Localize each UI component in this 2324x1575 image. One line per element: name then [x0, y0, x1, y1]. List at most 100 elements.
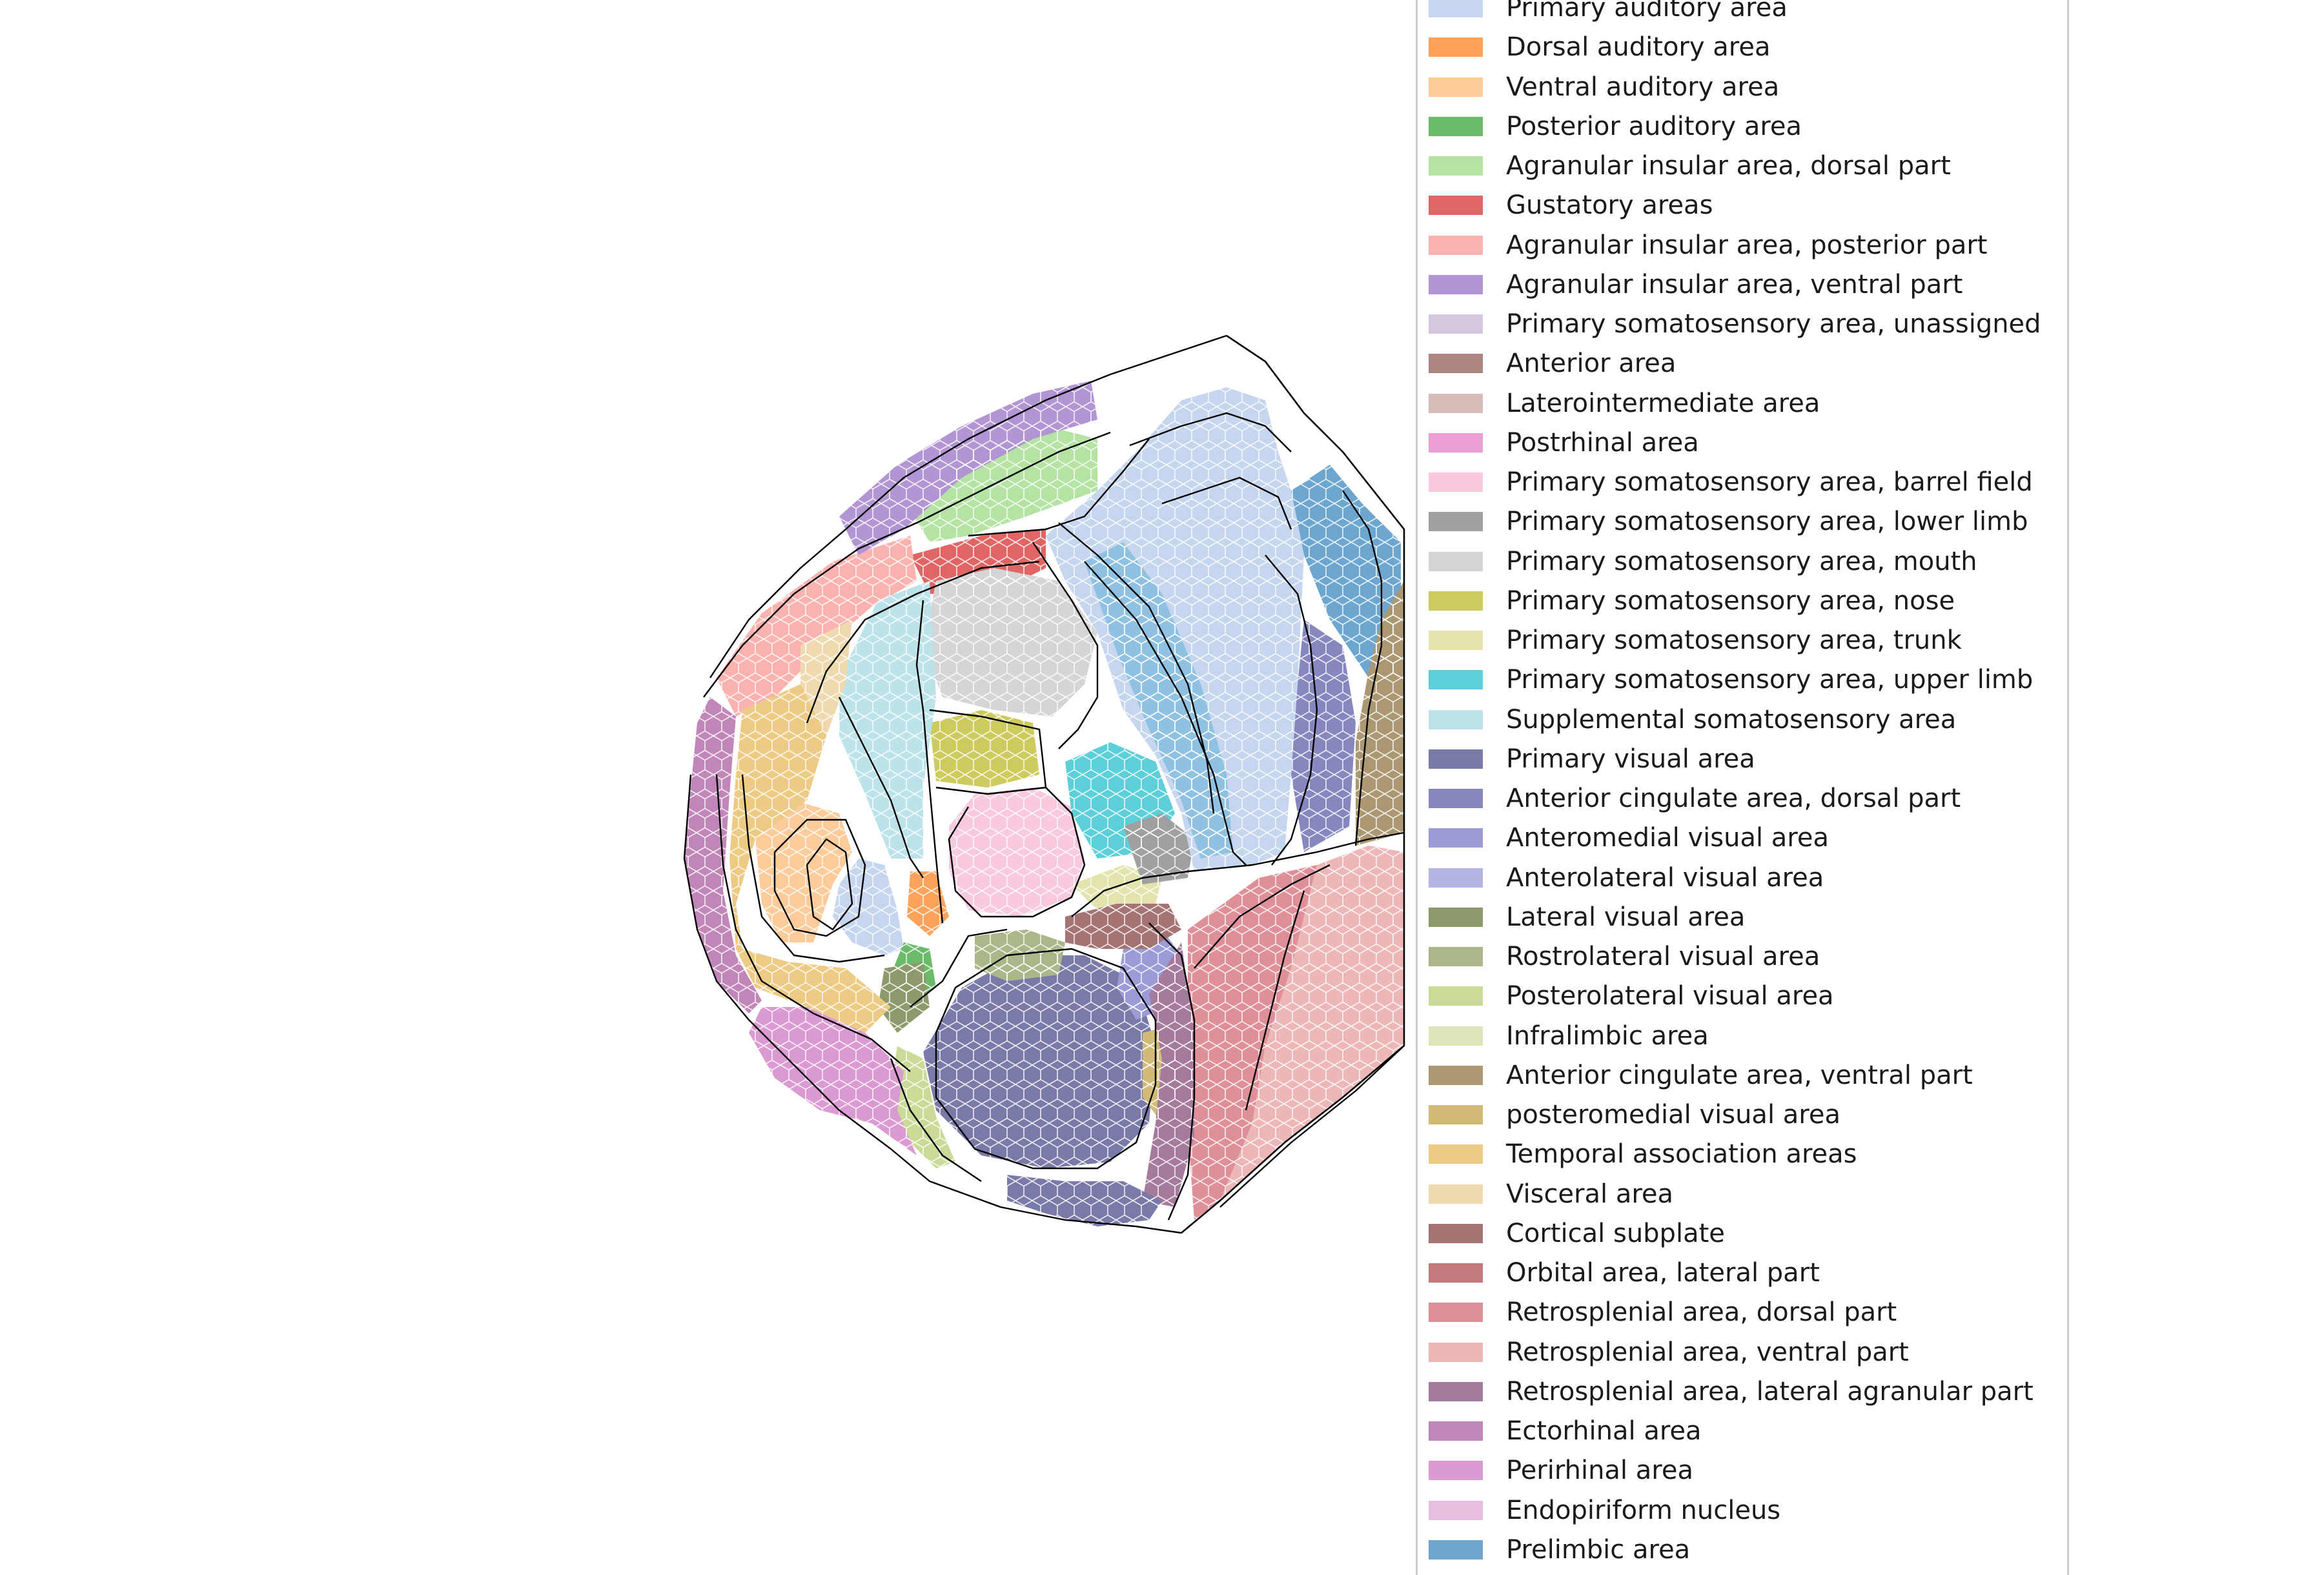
- legend-swatch: [1429, 1539, 1483, 1560]
- legend-item: Endopiriform nucleus: [1429, 1494, 1780, 1527]
- legend-item: Perirhinal area: [1429, 1454, 1693, 1487]
- legend-item: Anterior cingulate area, ventral part: [1429, 1059, 1973, 1092]
- legend-swatch: [1429, 1105, 1483, 1124]
- legend-swatch: [1429, 1421, 1483, 1441]
- legend-label: Agranular insular area, dorsal part: [1506, 151, 1951, 181]
- legend-label: Retrosplenial area, ventral part: [1506, 1337, 1909, 1367]
- region-hex-texture: [1291, 465, 1401, 678]
- legend-swatch: [1429, 749, 1483, 769]
- legend-label: Primary somatosensory area, unassigned: [1506, 309, 2041, 339]
- legend-item: Visceral area: [1429, 1177, 1673, 1211]
- legend-label: Orbital area, lateral part: [1506, 1258, 1820, 1288]
- legend-label: Supplemental somatosensory area: [1506, 704, 1957, 735]
- region-hex-texture: [1085, 542, 1233, 859]
- legend-label: Anterior cingulate area, ventral part: [1506, 1060, 1973, 1090]
- legend-swatch: [1429, 116, 1483, 136]
- legend-label: Dorsal auditory area: [1506, 32, 1771, 63]
- region-boundary-line: [948, 787, 1086, 918]
- region-boundary-line: [929, 709, 1047, 795]
- region-boundary-line: [1194, 864, 1330, 969]
- region-boundary-line: [968, 438, 1150, 537]
- legend-item: Anteromedial visual area: [1429, 821, 1829, 855]
- legend-swatch: [1429, 789, 1483, 808]
- legend-swatch: [1429, 512, 1483, 532]
- legend-label: Postrhinal area: [1506, 427, 1699, 458]
- legend-label: Primary somatosensory area, upper limb: [1506, 665, 2034, 695]
- region-boundary-line: [1032, 542, 1099, 749]
- legend-label: Primary somatosensory area, mouth: [1506, 546, 1977, 576]
- region-hex-texture: [923, 955, 1156, 1168]
- region-boundary-line: [703, 431, 1111, 698]
- region-boundary-line: [1265, 554, 1318, 866]
- region-boundaries: [683, 334, 1405, 1234]
- region-hex-texture: [930, 710, 1039, 788]
- region-boundary-line: [773, 818, 866, 937]
- legend-swatch: [1429, 947, 1483, 966]
- legend-label: Posterolateral visual area: [1506, 981, 1834, 1011]
- legend-swatch: [1429, 1303, 1483, 1323]
- legend-item: Primary somatosensory area, barrel field: [1429, 465, 2033, 499]
- legend-swatch: [1429, 37, 1483, 57]
- legend-label: Retrosplenial area, dorsal part: [1506, 1297, 1897, 1328]
- legend-label: Visceral area: [1506, 1179, 1674, 1209]
- legend-item: Primary somatosensory area, lower limb: [1429, 505, 2028, 538]
- legend-item: Agranular insular area, ventral part: [1429, 268, 1962, 301]
- legend-item: Retrosplenial area, lateral agranular pa…: [1429, 1375, 2034, 1408]
- legend-swatch: [1429, 828, 1483, 848]
- legend-swatch: [1429, 551, 1483, 571]
- legend-swatch: [1429, 354, 1483, 374]
- region-boundary-line: [838, 696, 924, 879]
- legend-item: Anterolateral visual area: [1429, 861, 1824, 895]
- legend-label: Gustatory areas: [1506, 190, 1713, 221]
- legend-label: Endopiriform nucleus: [1506, 1495, 1781, 1525]
- legend-swatch: [1429, 1342, 1483, 1362]
- legend-swatch: [1429, 1223, 1483, 1243]
- region-boundary-line: [910, 928, 1008, 1008]
- region-hex-texture: [949, 788, 1085, 917]
- region-hex-texture: [1220, 846, 1404, 1201]
- legend-swatch: [1429, 1263, 1483, 1283]
- legend-label: Primary auditory area: [1506, 0, 1788, 23]
- legend-label: Anterior area: [1506, 349, 1677, 379]
- legend-item: Primary visual area: [1429, 742, 1755, 776]
- legend-item: Posterior auditory area: [1429, 110, 1802, 143]
- legend-label: Posterior auditory area: [1506, 111, 1802, 141]
- legend-swatch: [1429, 156, 1483, 176]
- legend-item: Primary somatosensory area, upper limb: [1429, 663, 2033, 696]
- legend-item: Orbital area, lateral part: [1429, 1256, 1820, 1290]
- region-hex-texture: [839, 381, 1097, 555]
- legend-item: Primary somatosensory area, unassigned: [1429, 307, 2041, 341]
- region-boundary-line: [806, 838, 853, 931]
- region-hex-texture: [975, 930, 1065, 981]
- legend-item: Postrhinal area: [1429, 426, 1699, 460]
- legend-swatch: [1429, 0, 1483, 17]
- legend-swatch: [1429, 1065, 1483, 1085]
- region-hex-texture: [1291, 620, 1356, 852]
- region-boundary-line: [1219, 1045, 1405, 1208]
- legend-swatch: [1429, 670, 1483, 690]
- region-boundary-line: [890, 1058, 982, 1182]
- legend-label: Agranular insular area, ventral part: [1506, 269, 1963, 300]
- legend-label: Lateral visual area: [1506, 902, 1746, 932]
- flatmap-svg: [683, 334, 1405, 1234]
- legend-label: Primary somatosensory area, lower limb: [1506, 507, 2028, 537]
- legend-item: Gustatory areas: [1429, 188, 1713, 222]
- legend-label: Rostrolateral visual area: [1506, 942, 1820, 971]
- region-hex-texture: [1065, 904, 1181, 949]
- region-boundary-line: [1342, 490, 1383, 846]
- legend-label: Primary somatosensory area, nose: [1506, 585, 1955, 616]
- legend-swatch: [1429, 77, 1483, 97]
- legend-item: Retrosplenial area, dorsal part: [1429, 1296, 1897, 1329]
- legend-item: Ventral auditory area: [1429, 70, 1779, 104]
- legend-swatch: [1429, 1500, 1483, 1520]
- region-boundary-line: [715, 774, 911, 1072]
- legend-label: Prelimbic area: [1506, 1534, 1691, 1565]
- legend-swatch: [1429, 1381, 1483, 1401]
- region-boundary-line: [1245, 890, 1305, 1111]
- legend-swatch: [1429, 1144, 1483, 1164]
- region-boundary-line: [1161, 476, 1292, 530]
- legend-label: Anterolateral visual area: [1506, 862, 1824, 893]
- legend-label: Perirhinal area: [1506, 1456, 1693, 1486]
- legend-item: Supplemental somatosensory area: [1429, 703, 1956, 737]
- legend: Primary auditory area Dorsal auditory are…: [1416, 0, 2069, 1575]
